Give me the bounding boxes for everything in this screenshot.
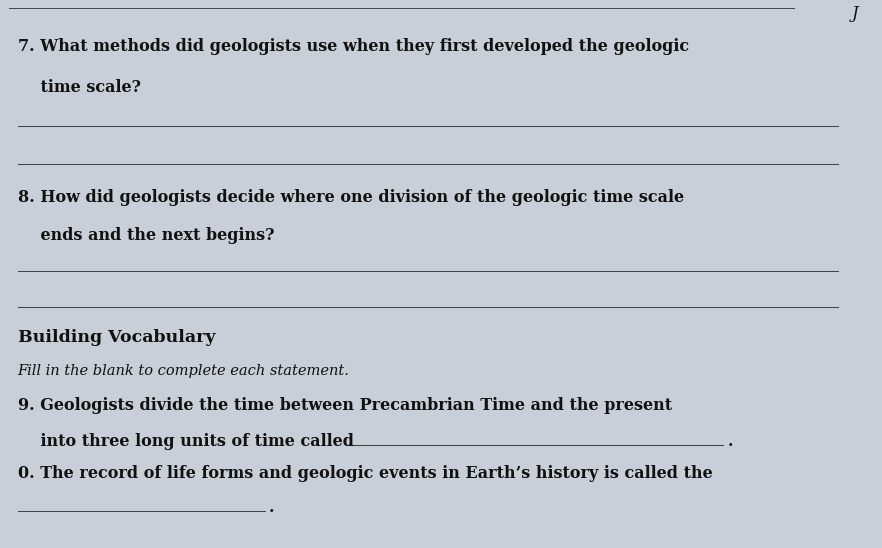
Text: into three long units of time called: into three long units of time called — [18, 433, 354, 450]
Text: .: . — [269, 499, 274, 516]
Text: Building Vocabulary: Building Vocabulary — [18, 329, 215, 346]
Text: 9. Geologists divide the time between Precambrian Time and the present: 9. Geologists divide the time between Pr… — [18, 397, 672, 414]
Text: .: . — [728, 433, 733, 450]
Text: time scale?: time scale? — [18, 79, 140, 96]
Text: Fill in the blank to complete each statement.: Fill in the blank to complete each state… — [18, 364, 349, 379]
Text: ends and the next begins?: ends and the next begins? — [18, 227, 274, 244]
Text: J: J — [852, 5, 859, 22]
Text: 0. The record of life forms and geologic events in Earth’s history is called the: 0. The record of life forms and geologic… — [18, 465, 713, 482]
Text: 8. How did geologists decide where one division of the geologic time scale: 8. How did geologists decide where one d… — [18, 189, 684, 206]
Text: 7. What methods did geologists use when they first developed the geologic: 7. What methods did geologists use when … — [18, 38, 689, 55]
